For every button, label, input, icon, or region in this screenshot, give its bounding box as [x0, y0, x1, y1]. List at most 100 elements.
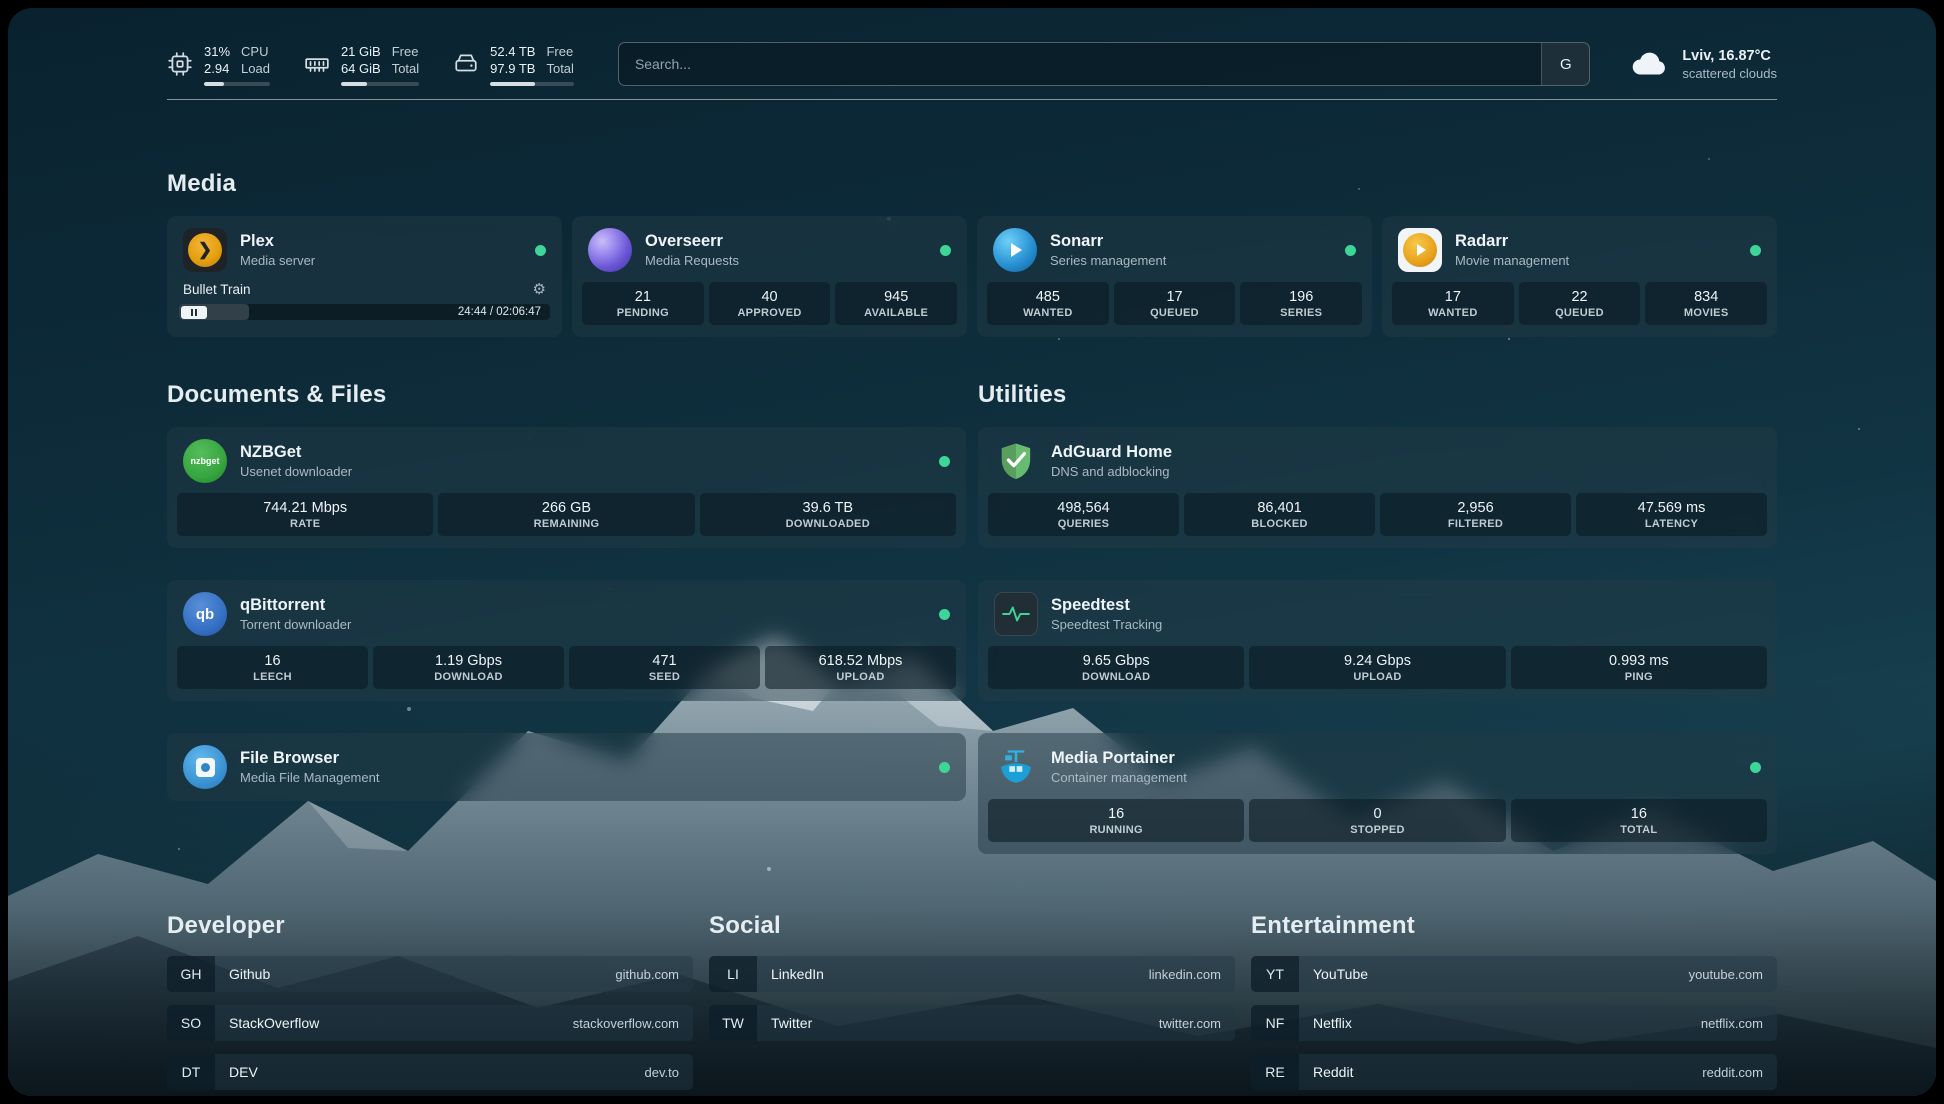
snow-particles [8, 8, 10, 10]
disk-total-label: Total [546, 60, 574, 76]
bookmark-domain: youtube.com [1688, 966, 1763, 982]
section-title-documents: Documents & Files [167, 381, 387, 408]
stat-downloaded: 39.6 TB DOWNLOADED [699, 493, 956, 536]
bookmark-abbr: SO [167, 1005, 215, 1041]
cpu-icon [168, 52, 192, 76]
bookmark-name: Github [229, 966, 271, 982]
search-input[interactable] [618, 43, 1542, 85]
service-name[interactable]: Speedtest [1051, 596, 1130, 614]
stat-queued: 22 QUEUED [1518, 282, 1641, 325]
top-bar: 31% 2.94 CPU Load [167, 42, 1777, 86]
bookmark-linkedin[interactable]: LI LinkedIn linkedin.com [709, 956, 1235, 992]
service-card-nzbget[interactable]: nzbget NZBGet Usenet downloader 744.21 M… [167, 427, 966, 548]
bookmark-group-social: Social LI LinkedIn linkedin.com TW Twitt… [709, 912, 1235, 1090]
stat-seed: 471 SEED [569, 646, 760, 689]
cpu-load-value: 2.94 [204, 60, 230, 76]
stat-download: 9.65 Gbps DOWNLOAD [988, 646, 1245, 689]
stat-blocked: 86,401 BLOCKED [1184, 493, 1375, 536]
service-subtitle: Torrent downloader [240, 617, 352, 632]
pause-button[interactable] [181, 305, 207, 319]
plex-icon: ❯ [183, 228, 227, 272]
stat-pending: 21 PENDING [582, 282, 704, 325]
stat-upload: 618.52 Mbps UPLOAD [765, 646, 956, 689]
stat-available: 945 AVAILABLE [835, 282, 958, 325]
weather-widget: Lviv, 16.87°C scattered clouds [1628, 43, 1777, 85]
stat-movies: 834 MOVIES [1645, 282, 1768, 325]
nzbget-icon: nzbget [183, 439, 227, 483]
service-card-adguard[interactable]: AdGuard Home DNS and adblocking 498,564 … [978, 427, 1777, 548]
memory-widget: 21 GiB 64 GiB Free Total [304, 43, 420, 86]
service-name[interactable]: NZBGet [240, 443, 302, 461]
status-dot [939, 608, 950, 620]
service-card-filebrowser[interactable]: File Browser Media File Management [167, 733, 966, 801]
bookmark-name: Reddit [1313, 1064, 1354, 1080]
service-name[interactable]: Sonarr [1050, 232, 1104, 250]
service-name[interactable]: Radarr [1455, 232, 1509, 250]
disk-free-label: Free [546, 43, 574, 59]
service-name[interactable]: Overseerr [645, 232, 723, 250]
weather-condition: scattered clouds [1682, 65, 1777, 81]
service-name[interactable]: AdGuard Home [1051, 443, 1173, 461]
service-card-radarr[interactable]: Radarr Movie management 17 WANTED 2 [1382, 216, 1777, 337]
status-dot [1750, 244, 1761, 256]
stat-queued: 17 QUEUED [1113, 282, 1236, 325]
memory-usage-bar [340, 81, 420, 86]
service-name[interactable]: Media Portainer [1051, 749, 1175, 767]
stat-download: 1.19 Gbps DOWNLOAD [373, 646, 564, 689]
bookmark-github[interactable]: GH Github github.com [167, 956, 693, 992]
cloud-icon [1633, 52, 1666, 75]
status-dot [1750, 761, 1761, 773]
stat-latency: 47.569 ms LATENCY [1576, 493, 1767, 536]
bookmark-domain: reddit.com [1702, 1064, 1763, 1080]
service-card-portainer[interactable]: Media Portainer Container management 16 … [978, 733, 1777, 854]
bookmark-reddit[interactable]: RE Reddit reddit.com [1251, 1054, 1777, 1090]
radarr-icon [1398, 228, 1442, 272]
stat-wanted: 17 WANTED [1392, 282, 1514, 325]
service-name[interactable]: qBittorrent [240, 596, 326, 614]
bookmark-stackoverflow[interactable]: SO StackOverflow stackoverflow.com [167, 1005, 693, 1041]
stat-upload: 9.24 Gbps UPLOAD [1249, 646, 1506, 689]
section-title-social: Social [709, 912, 781, 939]
stat-rate: 744.21 Mbps RATE [177, 493, 434, 536]
bookmark-domain: netflix.com [1700, 1015, 1763, 1031]
service-card-plex[interactable]: ❯ Plex Media server Bullet Train ⚙ [167, 216, 562, 337]
service-card-sonarr[interactable]: Sonarr Series management 485 WANTED [977, 216, 1372, 337]
status-dot [1345, 244, 1356, 256]
playback-time: 24:44 / 02:06:47 [457, 306, 541, 318]
cpu-label: CPU [241, 43, 269, 59]
stat-remaining: 266 GB REMAINING [438, 493, 695, 536]
search-provider-button[interactable]: G [1541, 43, 1590, 85]
stat-leech: 16 LEECH [177, 646, 368, 689]
playback-progress-track[interactable]: 24:44 / 02:06:47 [179, 304, 550, 320]
search-bar[interactable]: G [617, 42, 1591, 86]
stat-filtered: 2,956 FILTERED [1380, 493, 1571, 536]
bookmark-name: StackOverflow [229, 1015, 320, 1031]
bookmark-twitter[interactable]: TW Twitter twitter.com [709, 1005, 1235, 1041]
bookmark-abbr: NF [1251, 1005, 1299, 1041]
bookmark-abbr: YT [1251, 956, 1299, 992]
bookmark-domain: stackoverflow.com [572, 1015, 679, 1031]
status-dot [535, 244, 546, 256]
service-name[interactable]: Plex [240, 232, 274, 250]
service-card-overseerr[interactable]: Overseerr Media Requests 21 PENDING [572, 216, 967, 337]
service-card-speedtest[interactable]: Speedtest Speedtest Tracking 9.65 Gbps D… [978, 580, 1777, 701]
bookmark-group-developer: Developer GH Github github.com SO StackO… [167, 912, 693, 1090]
bookmark-abbr: TW [709, 1005, 757, 1041]
bookmark-youtube[interactable]: YT YouTube youtube.com [1251, 956, 1777, 992]
service-card-qbittorrent[interactable]: qb qBittorrent Torrent downloader 16 [167, 580, 966, 701]
stat-queries: 498,564 QUERIES [988, 493, 1179, 536]
settings-gear-icon[interactable]: ⚙ [532, 281, 546, 298]
section-title-entertainment: Entertainment [1251, 912, 1415, 939]
filebrowser-icon [183, 745, 227, 789]
dashboard-page: 31% 2.94 CPU Load [8, 8, 1936, 1096]
topbar-divider [167, 99, 1777, 100]
bookmark-dev[interactable]: DT DEV dev.to [167, 1054, 693, 1090]
stat-series: 196 SERIES [1240, 282, 1363, 325]
bookmark-abbr: RE [1251, 1054, 1299, 1090]
service-name[interactable]: File Browser [240, 749, 340, 767]
bookmark-domain: twitter.com [1158, 1015, 1221, 1031]
bookmark-netflix[interactable]: NF Netflix netflix.com [1251, 1005, 1777, 1041]
service-subtitle: Media File Management [240, 770, 380, 785]
disk-usage-bar [490, 81, 574, 86]
